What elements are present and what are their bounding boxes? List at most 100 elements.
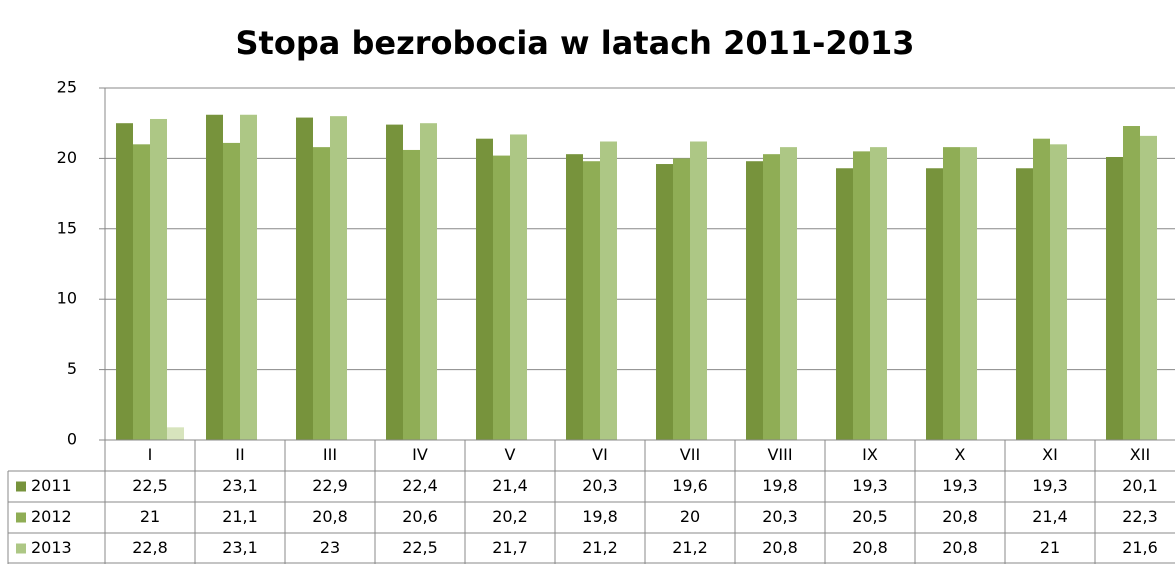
table-value: 21,6	[1122, 538, 1158, 557]
bar	[296, 117, 313, 441]
table-value: 19,6	[672, 476, 708, 495]
bar	[240, 114, 257, 440]
x-tick-label: VIII	[767, 445, 792, 464]
table-value: 22,5	[132, 476, 168, 495]
legend-label: 2012	[31, 507, 72, 526]
table-value: 20,3	[762, 507, 798, 526]
bar	[386, 124, 403, 440]
chart-title: Stopa bezrobocia w latach 2011-2013	[236, 24, 915, 62]
table-value: 19,8	[582, 507, 618, 526]
x-tick-label: IX	[862, 445, 878, 464]
bar	[690, 141, 707, 440]
bar	[566, 154, 583, 440]
bar	[583, 161, 600, 440]
legend-label: 2011	[31, 476, 72, 495]
bar	[206, 114, 223, 440]
y-tick-label: 10	[57, 289, 77, 308]
table-value: 19,3	[852, 476, 888, 495]
table-value: 22,5	[402, 538, 438, 557]
table-value: 19,3	[1032, 476, 1068, 495]
y-tick-label: 20	[57, 148, 77, 167]
table-value: 20,2	[492, 507, 528, 526]
bar	[330, 116, 347, 440]
bar	[313, 147, 330, 441]
bar	[223, 142, 240, 441]
table-value: 22,8	[132, 538, 168, 557]
bar	[960, 147, 977, 441]
table-value: 22,4	[402, 476, 438, 495]
table-value: 21,7	[492, 538, 528, 557]
bar	[600, 141, 617, 440]
bar	[780, 147, 797, 441]
bar	[493, 155, 510, 441]
bar	[1033, 138, 1050, 441]
bar	[1123, 126, 1140, 441]
table-value: 20,8	[942, 538, 978, 557]
bar	[1106, 156, 1123, 440]
x-tick-label: XII	[1130, 445, 1150, 464]
table-value: 23,1	[222, 538, 258, 557]
x-tick-label: XI	[1042, 445, 1058, 464]
table-value: 19,8	[762, 476, 798, 495]
x-tick-label: II	[235, 445, 244, 464]
bar	[133, 144, 150, 440]
x-tick-label: VII	[680, 445, 700, 464]
bar	[420, 123, 437, 440]
bar	[476, 138, 493, 441]
table-value: 20,8	[942, 507, 978, 526]
table-value: 20,8	[312, 507, 348, 526]
table-value: 21,4	[1032, 507, 1068, 526]
table-value: 22,3	[1122, 507, 1158, 526]
table-value: 21,4	[492, 476, 528, 495]
legend-swatch	[16, 512, 26, 523]
table-value: 21	[140, 507, 160, 526]
bar	[836, 168, 853, 441]
bar	[943, 147, 960, 441]
legend-label: 2013	[31, 538, 72, 557]
bar	[1050, 144, 1067, 440]
y-tick-label: 25	[57, 78, 77, 97]
table-value: 20,8	[762, 538, 798, 557]
x-tick-label: III	[323, 445, 337, 464]
bar	[1140, 135, 1157, 440]
table-value: 23,1	[222, 476, 258, 495]
y-tick-label: 0	[67, 430, 77, 449]
legend-swatch	[16, 481, 26, 492]
bar	[746, 161, 763, 440]
bar	[853, 151, 870, 441]
table-value: 20,1	[1122, 476, 1158, 495]
bar	[673, 158, 690, 440]
bar	[150, 118, 167, 440]
table-value: 21,1	[222, 507, 258, 526]
x-tick-label: IV	[412, 445, 428, 464]
table-value: 22,9	[312, 476, 348, 495]
table-value: 21	[1040, 538, 1060, 557]
bar	[870, 147, 887, 441]
x-tick-label: V	[505, 445, 516, 464]
table-value: 21,2	[672, 538, 708, 557]
bar	[926, 168, 943, 441]
x-tick-label: I	[148, 445, 153, 464]
y-tick-label: 15	[57, 218, 77, 237]
x-tick-label: X	[955, 445, 966, 464]
bar	[510, 134, 527, 441]
bar	[763, 154, 780, 440]
bar	[167, 427, 184, 440]
table-value: 21,2	[582, 538, 618, 557]
table-value: 20	[680, 507, 700, 526]
table-value: 20,8	[852, 538, 888, 557]
table-value: 20,6	[402, 507, 438, 526]
bar	[403, 149, 420, 440]
x-tick-label: VI	[592, 445, 608, 464]
bar	[656, 164, 673, 441]
table-value: 23	[320, 538, 340, 557]
table-value: 20,3	[582, 476, 618, 495]
y-tick-label: 5	[67, 359, 77, 378]
legend-swatch	[16, 543, 26, 554]
table-value: 20,5	[852, 507, 888, 526]
bar	[1016, 168, 1033, 441]
bar	[116, 123, 133, 440]
table-value: 19,3	[942, 476, 978, 495]
